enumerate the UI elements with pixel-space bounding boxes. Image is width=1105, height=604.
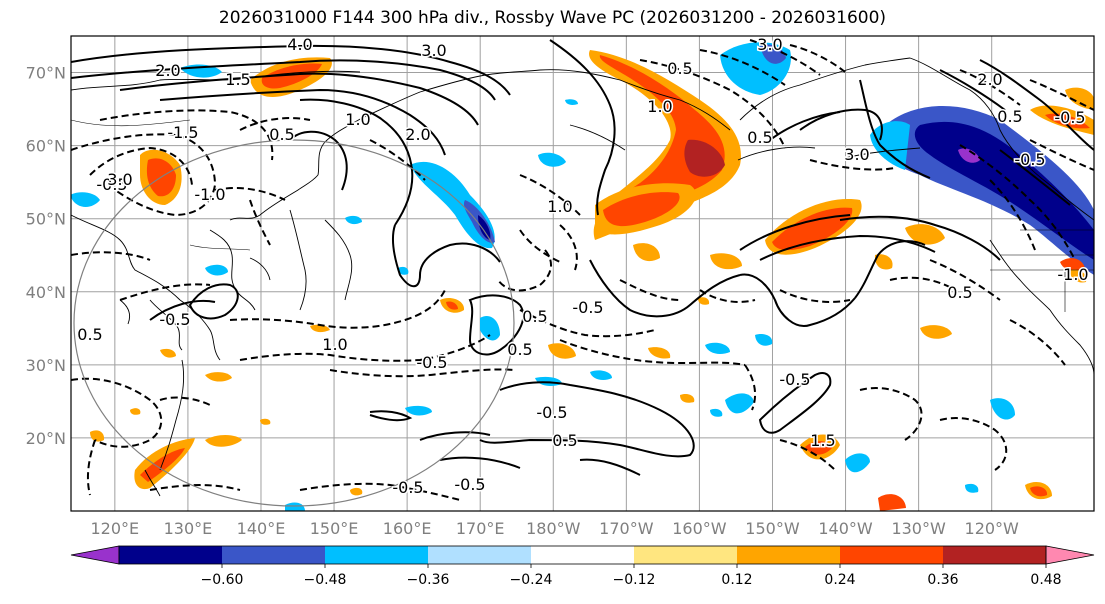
contour-label: 1.5 [225,70,250,89]
colorbar-segment [737,546,840,564]
lat-label: 30°N [26,356,66,375]
contour-label: 0.5 [997,107,1022,126]
lon-label: 120°W [965,519,1020,538]
colorbar-tick-label: 0.36 [927,572,958,588]
latitude-labels: 70°N 60°N 50°N 40°N 30°N 20°N [26,64,66,448]
colorbar-segment [222,546,325,564]
contour-label: 1.0 [647,97,672,116]
divergence-shading [71,42,1094,511]
contour-label: -0.5 [779,370,810,389]
map-content: 4.0 3.0 2.0 1.5 1.0 0.5 -0.5 -1.0 -1.5 2.0 3.0 0.5 1… [71,35,1094,511]
colorbar-tick-label: −0.24 [510,572,553,588]
colorbar-extend-max [1045,545,1095,565]
lon-label: 130°E [164,519,213,538]
lat-label: 60°N [26,137,66,156]
contour-label: 0.5 [552,431,577,450]
contour-label: -0.5 [454,475,485,494]
lon-label: 170°E [456,519,505,538]
lon-label: 150°E [310,519,359,538]
contour-label: -1.5 [167,123,198,142]
contour-label: -0.5 [96,175,127,194]
colorbar-tick-label: −0.36 [407,572,450,588]
contour-label: -1.0 [194,185,225,204]
contour-label: -0.5 [159,310,190,329]
colorbar-segment [840,546,943,564]
contour-label: 0.5 [77,325,102,344]
contour-label: 0.5 [507,340,532,359]
contour-label: -0.5 [572,298,603,317]
colorbar-tick-label: −0.60 [201,572,244,588]
map-border [70,35,1095,512]
colorbar-tick-label: 0.48 [1030,572,1061,588]
colorbar-tick-label: 0.24 [824,572,855,588]
colorbar-segment [943,546,1046,564]
colorbar-segment [119,546,222,564]
contour-label: -0.5 [1014,150,1045,169]
contour-labels: 4.0 3.0 2.0 1.5 1.0 0.5 -0.5 -1.0 -1.5 2.0 3.0 0.5 1… [76,35,1090,499]
rossby-wave-contours-positive [71,39,1094,476]
contour-label: -1.0 [1057,265,1088,284]
contour-label: 2.0 [405,125,430,144]
colorbar-tick-label: −0.12 [613,572,656,588]
lon-label: 140°W [818,519,873,538]
contour-label: -0.5 [1054,108,1085,127]
colorbar-segment [325,546,428,564]
colorbar-outline [118,545,1047,565]
contour-label: 1.0 [345,110,370,129]
lon-label: 180°W [526,519,581,538]
contour-label: -0.5 [392,478,423,497]
lon-label: 120°E [91,519,140,538]
lat-label: 40°N [26,283,66,302]
lon-label: 130°W [891,519,946,538]
contour-label: 0.5 [522,307,547,326]
lat-label: 50°N [26,210,66,229]
contour-label: 1.5 [810,431,835,450]
colorbar: −0.60 −0.48 −0.36 −0.24 −0.12 0.12 0.24 0.36 0.4… [70,545,1095,588]
lon-label: 150°W [745,519,800,538]
contour-label: -0.5 [416,353,447,372]
colorbar-tick-label: 0.12 [721,572,752,588]
lon-label: 160°W [672,519,727,538]
contour-label: 3.0 [757,35,782,54]
lon-label: 140°E [237,519,286,538]
lat-label: 70°N [26,64,66,83]
contour-label: 3.0 [107,170,132,189]
contour-label: 3.0 [421,41,446,60]
contour-label: 1.0 [547,197,572,216]
colorbar-extend-min [70,545,120,565]
contour-label: 0.5 [747,128,772,147]
contour-label: 0.5 [667,59,692,78]
great-circle-overlay [73,139,515,507]
borders [71,119,1094,312]
contour-label: 3.0 [844,145,869,164]
contour-label: 1.0 [322,335,347,354]
contour-label: 0.5 [269,125,294,144]
colorbar-segment [428,546,531,564]
contour-label: 2.0 [155,61,180,80]
contour-label: 4.0 [287,35,312,54]
contour-label: 2.0 [977,70,1002,89]
lon-label: 170°W [599,519,654,538]
colorbar-tick-label: −0.48 [304,572,347,588]
lat-label: 20°N [26,429,66,448]
contour-label: 0.5 [947,283,972,302]
rossby-wave-contours-negative [71,39,1094,501]
lon-label: 160°E [383,519,432,538]
longitude-labels: 120°E 130°E 140°E 150°E 160°E 170°E 180°W 170°W… [91,519,1020,538]
contour-label: -0.5 [536,403,567,422]
colorbar-segment [531,546,634,564]
map-title: 2026031000 F144 300 hPa div., Rossby Wav… [218,8,887,28]
colorbar-segment [634,546,737,564]
